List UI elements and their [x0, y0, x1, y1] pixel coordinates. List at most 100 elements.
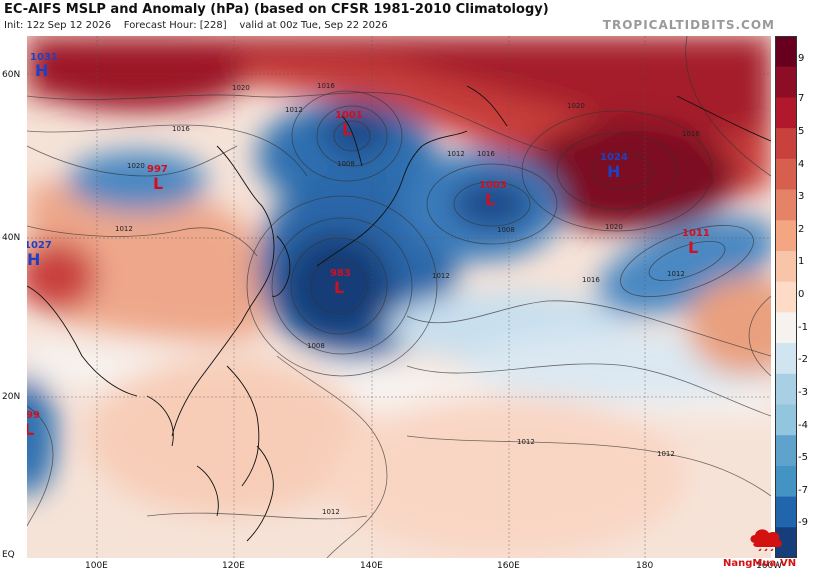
system-value: 1027	[27, 240, 52, 251]
system-letter: L	[153, 174, 163, 193]
colorbar-step	[775, 281, 797, 313]
isobar-label: 1012	[657, 450, 675, 458]
system-letter: H	[27, 250, 40, 269]
isobar-label: 1012	[517, 438, 535, 446]
colorbar-step	[775, 435, 797, 467]
isobar-label: 1008	[307, 342, 325, 350]
isobar-label: 1016	[682, 130, 700, 138]
colorbar-label: -2	[798, 354, 808, 366]
system-value: 997	[147, 164, 168, 175]
isobar-label: 1016	[477, 150, 495, 158]
colorbar-step	[775, 343, 797, 375]
colorbar-label: 0	[798, 289, 805, 300]
graticule	[27, 36, 771, 558]
forecast-hour: Forecast Hour: [228]	[123, 20, 227, 31]
isobar-label: 1016	[582, 276, 600, 284]
anomaly-shading	[27, 36, 771, 556]
anomaly-colorbar	[775, 36, 797, 558]
system-value: 1031	[30, 52, 58, 63]
isobar-label: 1012	[667, 270, 685, 278]
colorbar-step	[775, 128, 797, 160]
lon-label-120e: 120E	[222, 561, 245, 571]
low-center-983: 983 L	[330, 268, 351, 297]
lon-label-100e: 100E	[85, 561, 108, 571]
isobar-label: 1016	[317, 82, 335, 90]
system-value: 1011	[682, 228, 710, 239]
system-value: 983	[330, 268, 351, 279]
colorbar-steps	[775, 36, 797, 558]
colorbar-step	[775, 373, 797, 405]
lon-label-180: 180	[636, 561, 654, 571]
logo-text: NangMua.VN	[723, 558, 797, 569]
system-letter: H	[607, 162, 620, 181]
isobar-label: 1008	[337, 160, 355, 168]
colorbar-step	[775, 527, 797, 558]
high-center-1024: 1024 H	[600, 152, 628, 181]
colorbar-step	[775, 189, 797, 221]
high-center-1031: 1031 H	[30, 52, 58, 80]
colorbar-label: 4	[798, 158, 805, 170]
system-value: 999	[27, 410, 40, 421]
colorbar-label: -1	[798, 321, 808, 333]
colorbar-label: 1	[798, 256, 805, 268]
colorbar-step	[775, 158, 797, 191]
subtitle: Init: 12z Sep 12 2026 Forecast Hour: [22…	[4, 20, 388, 31]
lat-label-60n: 60N	[2, 70, 21, 80]
isobar-label: 1012	[115, 225, 133, 233]
colorbar-label: -9	[798, 517, 808, 529]
lat-label-40n: 40N	[2, 233, 21, 243]
colorbar-step	[775, 220, 797, 252]
colorbar-step	[775, 404, 797, 436]
colorbar-step	[775, 36, 797, 68]
pressure-systems: 1031 H 1027 H 997 L 1001 L 1003 L 983 L …	[27, 52, 710, 439]
colorbar-label: -3	[798, 386, 808, 398]
init-time: Init: 12z Sep 12 2026	[4, 20, 112, 31]
colorbar-label: 2	[798, 223, 805, 235]
isobar-label: 1020	[567, 102, 585, 110]
colorbar-step	[775, 465, 797, 498]
anomaly-map: 1020 1016 1012 1008 1020 1016 1012 1008 …	[27, 36, 771, 558]
system-letter: L	[342, 120, 352, 139]
isobar-label: 1020	[605, 223, 623, 231]
colorbar-step	[775, 66, 797, 98]
lat-label-eq: EQ	[2, 550, 15, 560]
title: EC-AIFS MSLP and Anomaly (hPa) (based on…	[4, 2, 549, 17]
system-letter: L	[27, 420, 34, 439]
low-center-1011: 1011 L	[682, 228, 710, 257]
cloud-rain-icon	[750, 529, 782, 551]
low-center-997: 997 L	[147, 164, 168, 193]
isobar-label: 1016	[172, 125, 190, 133]
coastlines	[27, 85, 771, 542]
colorbar-label: -5	[798, 452, 808, 464]
isobar-label: 1008	[497, 226, 515, 234]
lon-label-160w: 160W	[756, 561, 783, 571]
system-letter: L	[688, 238, 698, 257]
low-center-1003: 1003 L	[479, 180, 507, 209]
system-letter: L	[485, 190, 495, 209]
colorbar-label: 9	[798, 52, 805, 64]
colorbar-label: 3	[798, 191, 805, 203]
isobar-label: 1012	[432, 272, 450, 280]
colorbar-label: -7	[798, 484, 808, 496]
lat-label-20n: 20N	[2, 392, 21, 402]
lon-label-140e: 140E	[360, 561, 383, 571]
colorbar-step	[775, 496, 797, 528]
high-center-1027: 1027 H	[27, 240, 52, 269]
system-value: 1001	[335, 110, 363, 121]
colorbar-step	[775, 97, 797, 129]
isobar-labels: 1020 1016 1012 1008 1020 1016 1012 1008 …	[115, 82, 700, 516]
low-center-999: 999 L	[27, 410, 40, 439]
isobar-label: 1020	[232, 84, 250, 92]
low-center-1001: 1001 L	[335, 110, 363, 139]
isobar-label: 1012	[322, 508, 340, 516]
nangmua-logo: NangMua.VN	[723, 525, 811, 569]
system-letter: L	[334, 278, 344, 297]
colorbar-label: 5	[798, 125, 805, 137]
isobar-label: 1012	[285, 106, 303, 114]
system-letter: H	[35, 61, 48, 80]
brand-watermark: TROPICALTIDBITS.COM	[602, 18, 775, 32]
lon-label-160e: 160E	[497, 561, 520, 571]
isobar-label: 1020	[127, 162, 145, 170]
colorbar-step	[775, 312, 797, 344]
system-value: 1003	[479, 180, 507, 191]
